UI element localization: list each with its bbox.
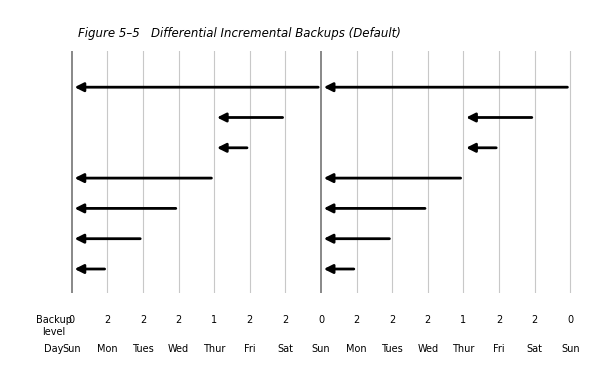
Text: Backup
level: Backup level [36, 315, 72, 337]
Text: Sat: Sat [527, 344, 542, 354]
Text: 2: 2 [389, 315, 395, 325]
Text: Tues: Tues [132, 344, 154, 354]
Text: 2: 2 [140, 315, 146, 325]
Text: Figure 5–5   Differential Incremental Backups (Default): Figure 5–5 Differential Incremental Back… [78, 27, 401, 40]
Text: 2: 2 [175, 315, 182, 325]
Text: Sun: Sun [62, 344, 81, 354]
Text: 2: 2 [425, 315, 431, 325]
Text: 2: 2 [104, 315, 110, 325]
Text: Fri: Fri [244, 344, 256, 354]
Text: Tues: Tues [382, 344, 403, 354]
Text: Day: Day [44, 344, 64, 354]
Text: Thur: Thur [203, 344, 226, 354]
Text: Mon: Mon [97, 344, 118, 354]
Text: Mon: Mon [346, 344, 367, 354]
Text: 2: 2 [247, 315, 253, 325]
Text: Fri: Fri [493, 344, 505, 354]
Text: 2: 2 [353, 315, 360, 325]
Text: Sun: Sun [561, 344, 580, 354]
Text: 0: 0 [69, 315, 75, 325]
Text: 1: 1 [211, 315, 217, 325]
Text: 2: 2 [532, 315, 538, 325]
Text: Sat: Sat [277, 344, 293, 354]
Text: Sun: Sun [311, 344, 331, 354]
Text: Wed: Wed [168, 344, 189, 354]
Text: Thur: Thur [452, 344, 475, 354]
Text: 2: 2 [282, 315, 289, 325]
Text: 1: 1 [460, 315, 466, 325]
Text: Wed: Wed [417, 344, 439, 354]
Text: 2: 2 [496, 315, 502, 325]
Text: 0: 0 [318, 315, 324, 325]
Text: 0: 0 [567, 315, 573, 325]
